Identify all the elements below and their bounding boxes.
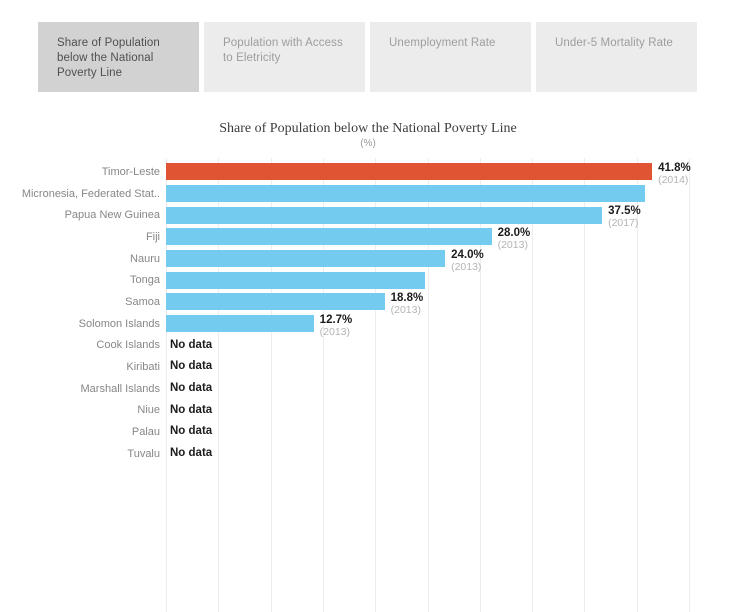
year-label: (2013) <box>451 260 482 273</box>
country-label: Micronesia, Federated Stat.. <box>21 187 160 200</box>
country-label: Timor-Leste <box>101 165 160 178</box>
chart-row: Micronesia, Federated Stat.. <box>0 183 736 205</box>
value-label-group: 41.8% (2014) <box>658 162 691 186</box>
value-label: 12.7% <box>319 313 353 326</box>
year-label: (2013) <box>497 239 528 252</box>
bar-area: 28.0% (2013) <box>166 226 736 251</box>
tab-electricity[interactable]: Population with Access to Eletricity <box>204 22 365 92</box>
value-label: 41.8% <box>658 162 691 174</box>
chart-row: Papua New Guinea 37.5% (2017) <box>0 204 736 229</box>
tab-mortality[interactable]: Under-5 Mortality Rate <box>536 22 697 92</box>
chart-row: Timor-Leste 41.8% (2014) <box>0 161 736 186</box>
bar[interactable] <box>166 293 385 311</box>
bar[interactable] <box>166 206 603 224</box>
bar-area: 12.7% (2013) <box>166 313 736 338</box>
chart-header: Share of Population below the National P… <box>0 121 736 149</box>
bar-area: No data <box>166 335 736 357</box>
bar-area: 24.0% (2013) <box>166 248 736 273</box>
gridline <box>427 158 429 612</box>
value-label-group: 18.8% (2013) <box>391 292 424 316</box>
bar-area: No data <box>166 378 736 400</box>
year-label: (2014) <box>658 174 689 186</box>
country-label: Samoa <box>125 295 160 308</box>
country-label: Nauru <box>130 252 160 265</box>
chart-row: Kiribati No data <box>0 356 736 378</box>
chart-row: Niue No data <box>0 400 736 422</box>
bar-chart: Timor-Leste 41.8% (2014) Micronesia, Federa… <box>0 158 736 612</box>
bar-area <box>166 269 736 291</box>
bar[interactable] <box>166 184 646 202</box>
no-data-label: No data <box>170 425 213 438</box>
gridline <box>636 158 638 612</box>
country-label: Papua New Guinea <box>64 209 160 222</box>
bar[interactable] <box>166 315 314 333</box>
country-label: Niue <box>137 404 160 417</box>
no-data-label: No data <box>170 338 213 351</box>
bar[interactable] <box>166 250 446 268</box>
chart-row: Nauru 24.0% (2013) <box>0 248 736 273</box>
bar-area: 18.8% (2013) <box>166 291 736 316</box>
tab-unemployment[interactable]: Unemployment Rate <box>370 22 531 92</box>
chart-row: Samoa 18.8% (2013) <box>0 291 736 316</box>
country-label: Fiji <box>145 230 160 243</box>
gridline <box>270 158 272 612</box>
country-label: Cook Islands <box>96 339 160 352</box>
bar-area <box>166 183 736 205</box>
bar-area: No data <box>166 356 736 378</box>
bar-highlighted[interactable] <box>166 163 653 181</box>
country-label: Solomon Islands <box>78 317 160 330</box>
chart-row: Palau No data <box>0 421 736 443</box>
tab-bar: Share of Population below the National P… <box>38 22 697 92</box>
no-data-label: No data <box>170 381 213 394</box>
chart-row: Tonga <box>0 269 736 291</box>
country-label: Tonga <box>130 274 160 287</box>
bar-area: 41.8% (2014) <box>166 161 736 186</box>
bar-area: No data <box>166 421 736 443</box>
gridline <box>479 158 481 612</box>
chart-row: Solomon Islands 12.7% (2013) <box>0 313 736 338</box>
value-label-group: 24.0% (2013) <box>451 249 484 273</box>
chart-row: Cook Islands No data <box>0 335 736 357</box>
bar-area: 37.5% (2017) <box>166 204 736 229</box>
gridline <box>532 158 534 612</box>
country-label: Palau <box>131 426 160 439</box>
country-label: Kiribati <box>126 361 160 374</box>
year-label: (2017) <box>608 217 639 230</box>
gridline <box>584 158 586 612</box>
year-label: (2013) <box>319 325 351 338</box>
value-label: 28.0% <box>497 227 531 240</box>
country-label: Marshall Islands <box>80 382 160 395</box>
chart-row: Marshall Islands No data <box>0 378 736 400</box>
value-label-group: 37.5% (2017) <box>608 205 641 229</box>
gridline <box>166 158 167 612</box>
gridline <box>375 158 377 612</box>
bar[interactable] <box>166 271 426 289</box>
chart-subtitle: (%) <box>360 138 376 149</box>
bar[interactable] <box>166 228 492 246</box>
gridlines <box>166 158 736 612</box>
gridline <box>322 158 324 612</box>
no-data-label: No data <box>170 403 213 416</box>
value-label: 18.8% <box>390 292 424 305</box>
year-label: (2013) <box>390 304 421 317</box>
bar-area: No data <box>166 400 736 422</box>
chart-rows: Timor-Leste 41.8% (2014) Micronesia, Federa… <box>0 161 736 465</box>
gridline <box>218 158 220 612</box>
tab-poverty-line[interactable]: Share of Population below the National P… <box>38 22 199 92</box>
no-data-label: No data <box>170 360 213 373</box>
chart-row: Fiji 28.0% (2013) <box>0 226 736 251</box>
gridline <box>689 158 690 612</box>
value-label: 24.0% <box>451 248 484 261</box>
value-label-group: 12.7% (2013) <box>320 314 353 338</box>
value-label-group: 28.0% (2013) <box>498 227 531 251</box>
value-label: 37.5% <box>608 205 641 218</box>
chart-title: Share of Population below the National P… <box>219 121 517 136</box>
